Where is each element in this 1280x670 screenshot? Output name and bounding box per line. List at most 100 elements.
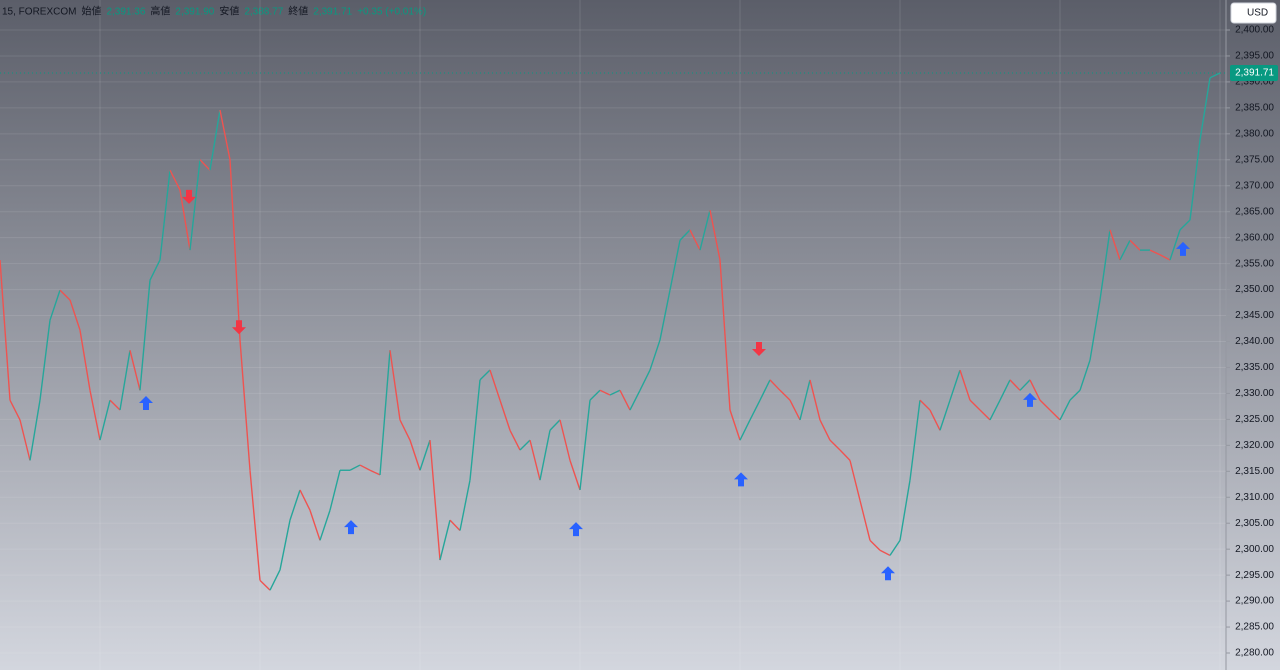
price-segment: [819, 419, 831, 441]
price-segment: [419, 439, 431, 471]
price-segment: [139, 280, 151, 391]
price-segment: [969, 399, 981, 411]
price-segment: [289, 489, 301, 521]
price-segment: [9, 399, 21, 421]
y-tick-label: 2,310.00: [1235, 492, 1274, 503]
y-tick-label: 2,295.00: [1235, 570, 1274, 581]
price-segment: [309, 510, 321, 541]
header-text: 安値: [219, 5, 239, 18]
buy-arrow: [1023, 392, 1037, 407]
price-segment: [1019, 379, 1031, 391]
price-segment: [499, 399, 511, 431]
price-segment: [249, 470, 261, 581]
y-tick-label: 2,280.00: [1235, 648, 1274, 659]
y-tick-label: 2,360.00: [1235, 232, 1274, 243]
price-segment: [739, 419, 751, 441]
buy-arrow: [881, 566, 895, 581]
price-segment: [479, 369, 491, 381]
header-text: 始値: [81, 5, 101, 18]
price-segment: [179, 189, 191, 251]
y-tick-label: 2,365.00: [1235, 206, 1274, 217]
price-segment: [1199, 77, 1211, 141]
price-segment: [629, 389, 641, 411]
price-segment: [199, 159, 211, 171]
price-segment: [589, 389, 601, 401]
price-segment: [399, 419, 411, 441]
price-segment: [529, 439, 541, 481]
y-tick-label: 2,395.00: [1235, 51, 1274, 62]
y-tick-label: 2,340.00: [1235, 336, 1274, 347]
buy-arrow: [344, 520, 358, 535]
price-segment: [359, 464, 371, 471]
price-segment: [379, 350, 391, 475]
y-tick-label: 2,400.00: [1235, 25, 1274, 36]
last-price-badge: [1230, 65, 1278, 82]
buy-arrow: [734, 472, 748, 487]
y-tick-label: 2,355.00: [1235, 258, 1274, 269]
y-tick-label: 2,385.00: [1235, 103, 1274, 114]
price-segment: [209, 109, 221, 171]
sell-arrow: [752, 342, 766, 357]
price-segment: [319, 510, 331, 541]
sell-arrow: [232, 320, 246, 335]
price-segment: [1109, 229, 1121, 261]
price-segment: [89, 390, 101, 441]
price-segment: [849, 460, 861, 501]
price-segment: [1159, 254, 1171, 261]
price-segment: [579, 400, 591, 491]
price-segment: [539, 430, 551, 481]
price-segment: [789, 399, 801, 421]
price-segment: [959, 369, 971, 401]
price-segment: [259, 579, 271, 591]
y-tick-label: 2,335.00: [1235, 362, 1274, 373]
price-segment: [389, 350, 401, 420]
price-segment: [439, 519, 451, 561]
price-segment: [599, 389, 611, 396]
price-segment: [939, 399, 951, 431]
price-segment: [469, 379, 481, 481]
price-segment: [239, 339, 251, 471]
price-segment: [279, 519, 291, 571]
price-segment: [449, 519, 461, 531]
y-tick-label: 2,380.00: [1235, 128, 1274, 139]
price-segment: [659, 289, 671, 341]
header-text: 高値: [150, 5, 170, 18]
currency-button[interactable]: [1230, 2, 1277, 24]
y-tick-label: 2,320.00: [1235, 440, 1274, 451]
price-segment: [1029, 379, 1041, 401]
price-segment: [559, 419, 571, 461]
price-segment: [1099, 229, 1111, 301]
y-tick-label: 2,305.00: [1235, 518, 1274, 529]
price-segment: [719, 259, 731, 411]
last-price-label: 2,391.71: [1235, 68, 1274, 79]
price-segment: [459, 479, 471, 531]
price-segment: [1169, 229, 1181, 261]
price-segment: [1059, 399, 1071, 421]
price-segment: [59, 289, 71, 301]
price-segment: [269, 569, 281, 591]
price-segment: [79, 329, 91, 391]
price-segment: [119, 350, 131, 411]
price-segment: [509, 429, 521, 451]
price-segment: [609, 389, 621, 396]
price-segment: [19, 419, 31, 461]
price-segment: [859, 500, 871, 541]
price-segment: [549, 419, 561, 431]
price-segment: [109, 399, 121, 411]
price-segment: [69, 299, 81, 331]
buy-arrow: [1176, 241, 1190, 256]
price-segment: [29, 400, 41, 461]
y-tick-label: 2,285.00: [1235, 622, 1274, 633]
header-text: 2,391.90: [175, 7, 214, 18]
price-segment: [1129, 239, 1141, 251]
y-tick-label: 2,315.00: [1235, 466, 1274, 477]
price-segment: [229, 159, 241, 340]
price-segment: [1209, 72, 1221, 79]
price-segment: [979, 409, 991, 421]
price-segment: [429, 440, 441, 561]
price-segment: [189, 159, 201, 251]
currency-label[interactable]: USD: [1247, 8, 1268, 19]
price-segment: [1149, 249, 1161, 256]
price-segment: [409, 439, 421, 471]
